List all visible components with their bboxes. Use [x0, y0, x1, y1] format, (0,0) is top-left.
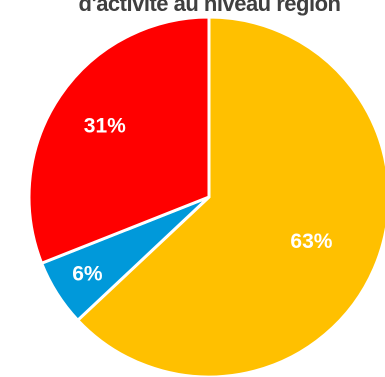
pie-labels: 63% 6% 31%	[72, 115, 333, 286]
slice-label-6-percent: 6%	[72, 263, 103, 286]
slice-label-31-percent: 31%	[84, 115, 126, 138]
chart-title: d'activité au niveau région	[78, 0, 341, 16]
pie-slices	[27, 15, 385, 377]
pie-slice-31-percent	[27, 15, 211, 265]
pie-slice-63-percent	[76, 15, 385, 377]
slice-label-63-percent: 63%	[290, 230, 332, 253]
